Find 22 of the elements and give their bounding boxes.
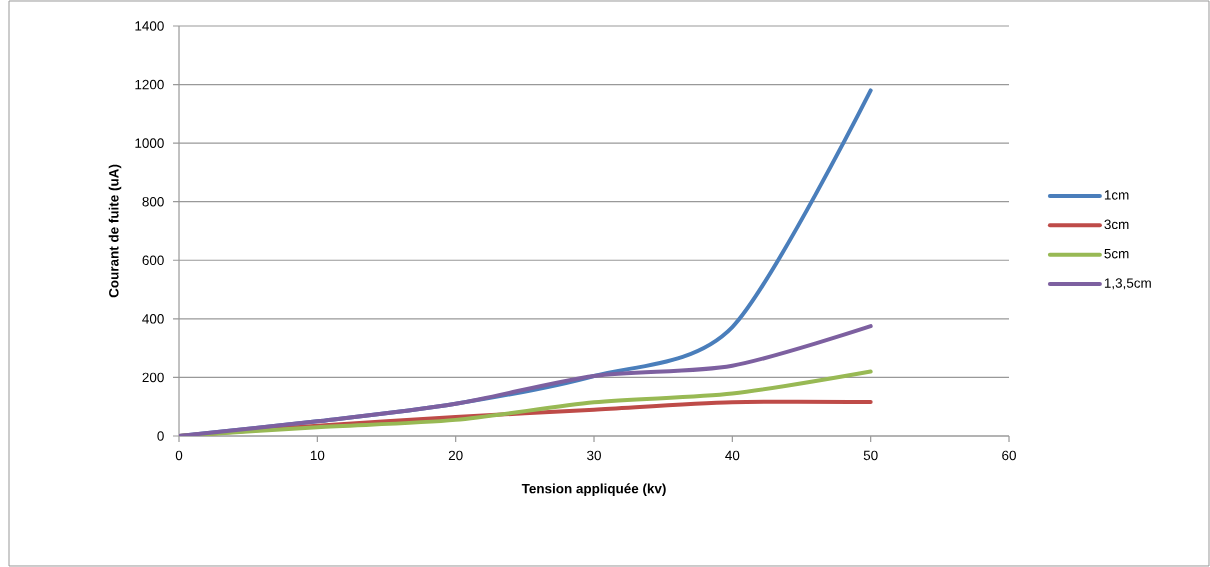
line-series xyxy=(179,324,873,436)
x-tick-label: 30 xyxy=(587,450,601,461)
x-axis-title: Tension appliquée (kv) xyxy=(521,483,666,497)
x-tick-label: 50 xyxy=(863,450,878,461)
x-tick-label: 0 xyxy=(175,450,183,461)
y-tick-label: 600 xyxy=(142,255,164,266)
x-tick-label: 60 xyxy=(1002,450,1016,461)
legend-label: 3cm xyxy=(1104,219,1129,230)
y-tick-label: 1400 xyxy=(135,21,164,31)
y-tick-label: 1000 xyxy=(135,138,164,148)
legend-label: 5cm xyxy=(1104,249,1129,259)
x-tick-label: 10 xyxy=(310,450,325,461)
y-axis-title: Courant de fuite (uA) xyxy=(108,164,122,298)
legend-label: 1,3,5cm xyxy=(1104,278,1151,290)
x-tick-label: 40 xyxy=(725,450,740,461)
y-tick-label: 200 xyxy=(142,372,164,383)
x-tick-label: 20 xyxy=(448,450,463,461)
legend-label: 1cm xyxy=(1104,190,1129,200)
y-tick-label: 1200 xyxy=(135,79,164,90)
y-tick-label: 0 xyxy=(157,431,164,441)
y-tick-label: 400 xyxy=(142,314,164,324)
y-tick-label: 800 xyxy=(142,196,164,207)
